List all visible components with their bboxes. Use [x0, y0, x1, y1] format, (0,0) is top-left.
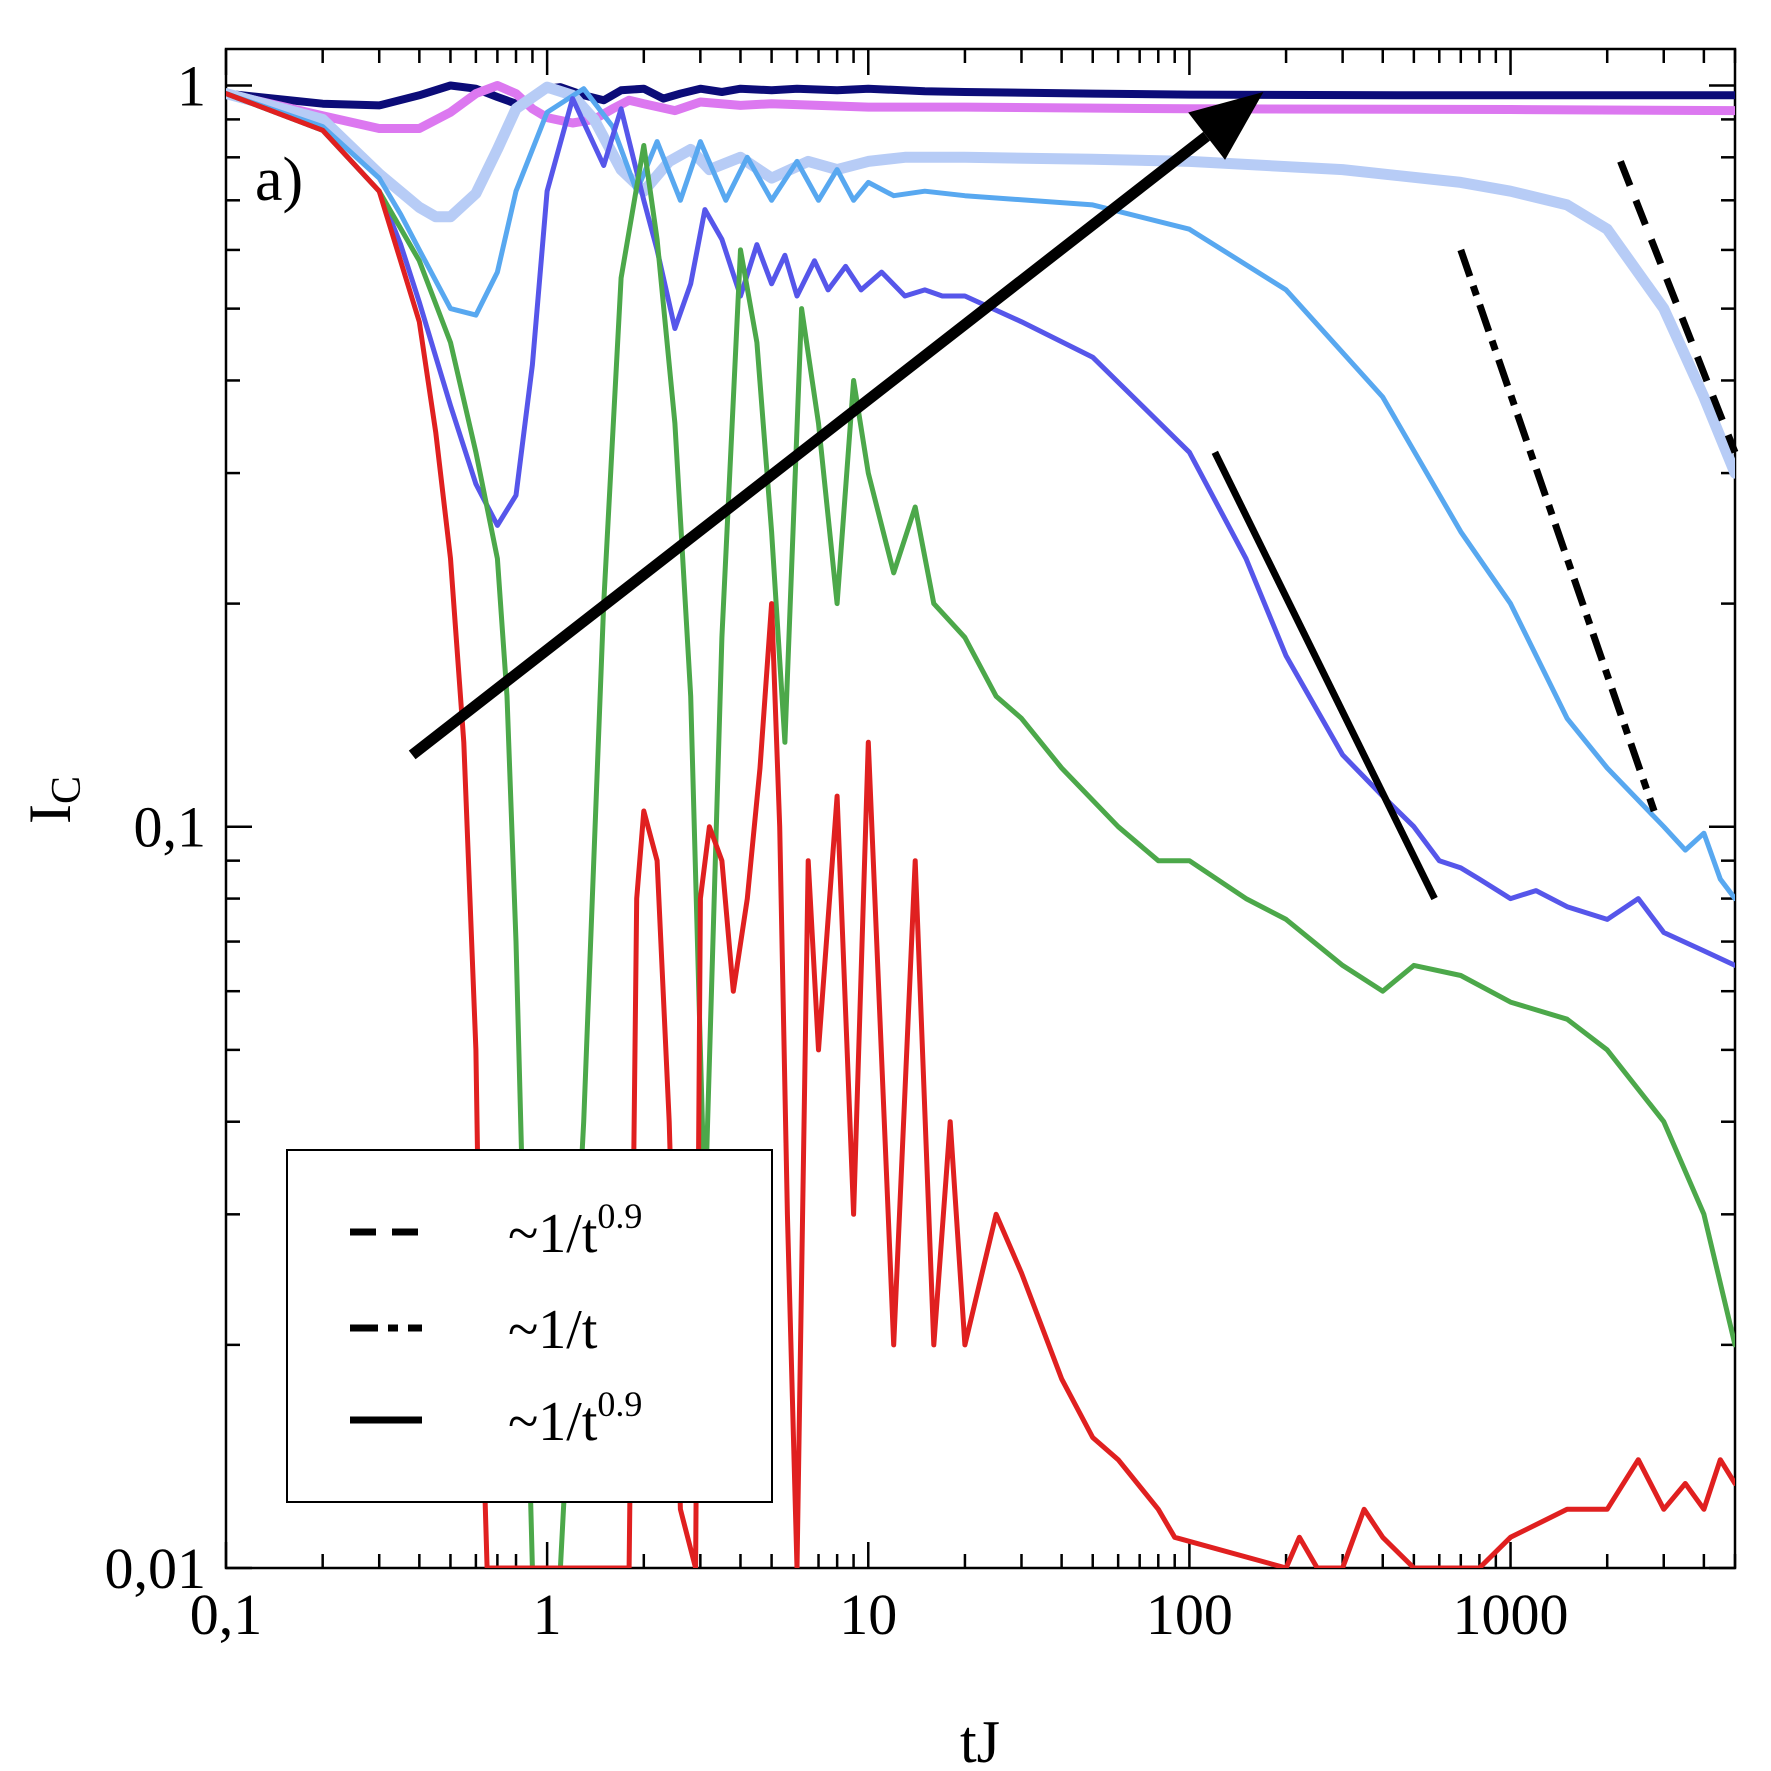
- x-axis-label: tJ: [960, 1709, 1000, 1771]
- x-tick-label: 100: [1146, 1582, 1233, 1647]
- legend-text-dashed: ~1/t0.9: [508, 1196, 642, 1265]
- plot-frame: [224, 47, 1737, 1570]
- series-line-4: [226, 86, 1735, 902]
- legend-entry-dashed: ~1/t0.9: [350, 1196, 642, 1265]
- guides-layer: [1211, 160, 1739, 901]
- series-line-7: [226, 91, 1735, 1568]
- legend-entry-solid: ~1/t0.9: [350, 1384, 642, 1453]
- legend-text-dashdot: ~1/t: [508, 1299, 598, 1361]
- axis-ticks: [224, 49, 1737, 1570]
- guide-line-solid: [1211, 450, 1438, 901]
- guide-line-dashed: [1617, 160, 1739, 454]
- arrow-head: [1188, 91, 1264, 160]
- x-tick-label: 1000: [1453, 1582, 1569, 1647]
- legend-entry-dashdot: ~1/t: [350, 1299, 598, 1361]
- y-tick-label: 0,1: [134, 795, 207, 860]
- series-line-2: [226, 81, 1735, 133]
- y-tick-label: 1: [177, 53, 206, 118]
- legend-text-solid: ~1/t0.9: [508, 1384, 642, 1453]
- x-tick-label: 0,1: [190, 1582, 263, 1647]
- series-line-1: [226, 81, 1735, 110]
- x-tick-labels: 0,1 1 10 100 1000: [190, 1582, 1569, 1647]
- y-tick-label: 0,01: [105, 1536, 207, 1601]
- arrow-shaft: [408, 131, 1210, 760]
- series-line-3: [226, 81, 1735, 479]
- guide-line-dashdot: [1457, 248, 1658, 813]
- series-line-5: [226, 91, 1735, 968]
- y-tick-labels: 0,01 0,1 1: [105, 53, 207, 1601]
- x-tick-label: 10: [839, 1582, 897, 1647]
- x-tick-label: 1: [533, 1582, 562, 1647]
- panel-label: a): [255, 146, 303, 214]
- legend: ~1/t0.9 ~1/t ~1/t0.9: [286, 1149, 773, 1503]
- trend-arrow: [408, 91, 1264, 760]
- y-axis-label: IC: [17, 776, 90, 824]
